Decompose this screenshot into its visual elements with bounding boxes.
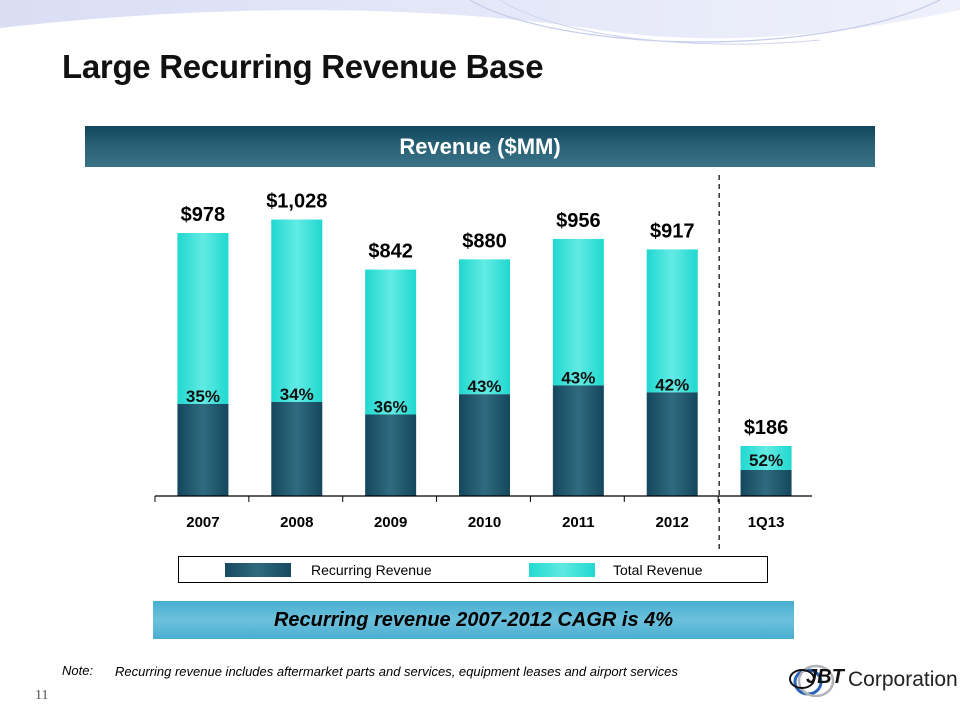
bar-total-2012	[646, 249, 698, 393]
jbt-logo-icon	[789, 664, 835, 698]
bar-recurring-2009	[365, 414, 417, 496]
total-label-2011: $956	[556, 210, 601, 232]
percent-label-2011: 43%	[561, 368, 595, 387]
bar-recurring-2008	[271, 402, 323, 496]
percent-label-2010: 43%	[467, 377, 501, 396]
percent-label-2012: 42%	[655, 375, 689, 394]
cagr-callout: Recurring revenue 2007-2012 CAGR is 4%	[153, 601, 794, 639]
chart-legend: Recurring Revenue Total Revenue	[178, 556, 768, 583]
chart-title: Revenue ($MM)	[399, 133, 561, 159]
percent-label-1Q13: 52%	[749, 451, 783, 470]
note-text: Recurring revenue includes aftermarket p…	[115, 664, 678, 679]
bar-total-2011	[552, 238, 604, 386]
chart-header-band: Revenue ($MM)	[85, 126, 875, 167]
x-tick-label-2009: 2009	[374, 514, 407, 531]
legend-label-total: Total Revenue	[613, 562, 703, 578]
bar-total-1Q13	[740, 445, 792, 470]
total-label-2012: $917	[650, 220, 695, 242]
bar-recurring-2011	[552, 385, 604, 496]
note-label: Note:	[62, 663, 94, 678]
x-tick-label-2007: 2007	[186, 514, 219, 531]
bar-total-2009	[365, 269, 417, 415]
total-label-1Q13: $186	[744, 417, 789, 439]
slide-title: Large Recurring Revenue Base	[62, 48, 544, 85]
percent-label-2008: 34%	[280, 385, 314, 404]
header-swoosh-decoration	[0, 0, 960, 45]
bar-recurring-2012	[646, 392, 698, 496]
total-label-2008: $1,028	[266, 191, 327, 213]
legend-swatch-total	[529, 563, 595, 577]
total-label-2007: $978	[181, 204, 226, 226]
x-tick-label-2011: 2011	[562, 514, 595, 531]
x-tick-label-2012: 2012	[656, 514, 689, 531]
percent-label-2009: 36%	[374, 397, 408, 416]
x-tick-label-1Q13: 1Q13	[748, 514, 785, 531]
total-label-2009: $842	[368, 241, 413, 263]
page-number: 11	[35, 688, 49, 703]
bar-recurring-1Q13	[740, 469, 792, 496]
x-tick-label-2010: 2010	[468, 514, 501, 531]
logo-text: Corporation	[848, 668, 958, 691]
bar-total-2008	[271, 219, 323, 403]
logo-brand: JBT	[806, 666, 844, 688]
percent-label-2007: 35%	[186, 387, 220, 406]
legend-label-recurring: Recurring Revenue	[311, 562, 432, 578]
legend-swatch-recurring	[225, 563, 291, 577]
bar-total-2007	[177, 233, 229, 404]
x-tick-label-2008: 2008	[280, 514, 313, 531]
total-label-2010: $880	[462, 230, 507, 252]
cagr-callout-text: Recurring revenue 2007-2012 CAGR is 4%	[273, 608, 674, 631]
bar-recurring-2007	[177, 403, 229, 496]
bar-total-2010	[459, 259, 510, 395]
bar-recurring-2010	[459, 394, 510, 496]
